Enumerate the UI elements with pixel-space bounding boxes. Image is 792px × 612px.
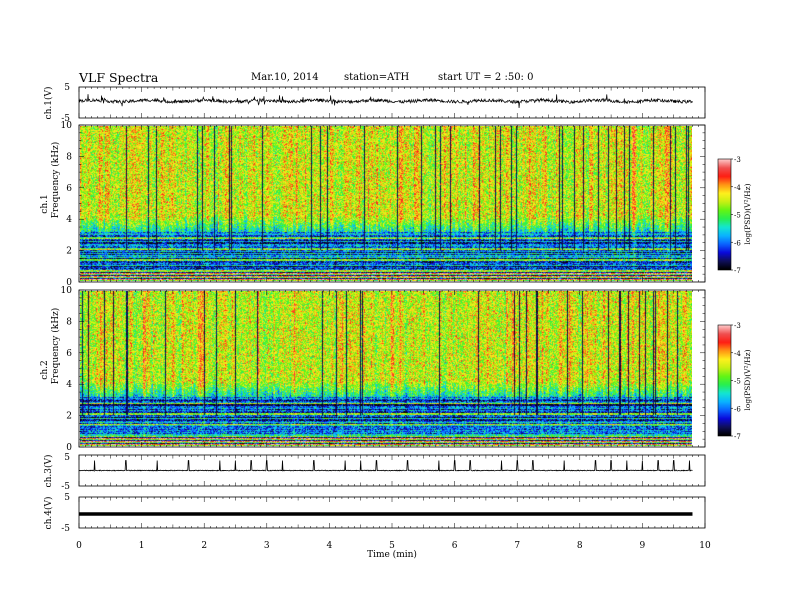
ch3-ytick-top: 5	[64, 453, 70, 463]
x-tick-0: 0	[76, 541, 82, 551]
ch1-waveform-ylabel: ch.1(V)	[43, 87, 54, 120]
x-axis-label: Time (min)	[367, 549, 417, 560]
ch2-freq-tick-10: 10	[61, 286, 73, 296]
ch2-freq-tick-8: 8	[66, 317, 72, 327]
plot-title: VLF Spectra	[79, 70, 159, 85]
colorbar-1-tick--6: -6	[734, 239, 741, 247]
ch1-spectrogram-image	[80, 126, 692, 281]
ch2-spectrogram-image	[80, 291, 692, 446]
x-tick-6: 6	[452, 541, 458, 551]
ch1-colorbar	[718, 159, 731, 270]
ch3-waveform-ylabel: ch.3(V)	[43, 455, 54, 488]
ch1-freq-tick-10: 10	[61, 121, 73, 131]
x-tick-2: 2	[201, 541, 207, 551]
station-label: station=ATH	[344, 72, 410, 83]
colorbar-1-tick--5: -5	[734, 212, 741, 220]
x-tick-3: 3	[264, 541, 270, 551]
colorbar-2-tick--3: -3	[734, 322, 741, 330]
ch2-colorbar	[718, 325, 731, 436]
x-tick-7: 7	[514, 541, 520, 551]
axis-ticks	[78, 87, 733, 528]
x-tick-8: 8	[577, 541, 583, 551]
ch2-colorbar-label: log(PSD)(V²/Hz)	[743, 349, 752, 410]
ch4-ytick-bottom: -5	[61, 524, 70, 534]
ch1-freq-tick-2: 2	[66, 247, 72, 257]
ch2-freq-tick-2: 2	[66, 412, 72, 422]
colorbar-1-tick--3: -3	[734, 156, 741, 164]
x-tick-4: 4	[327, 541, 333, 551]
colorbar-1-tick--4: -4	[734, 184, 741, 192]
ch1-frequency-label: Frequency (kHz)	[50, 142, 61, 219]
x-tick-9: 9	[640, 541, 646, 551]
x-tick-10: 10	[699, 541, 711, 551]
ch1-ytick-top: 5	[64, 83, 70, 93]
ch2-frequency-label: Frequency (kHz)	[50, 308, 61, 385]
ch3-ytick-bottom: -5	[61, 482, 70, 492]
date-label: Mar.10, 2014	[251, 72, 319, 83]
ch1-trace	[78, 94, 693, 109]
ch2-freq-tick-6: 6	[66, 349, 72, 359]
ch1-ytick-bottom: -5	[61, 114, 70, 124]
ch2-freq-tick-4: 4	[66, 380, 72, 390]
colorbar-2-tick--6: -6	[734, 405, 741, 413]
ch3-trace	[78, 460, 693, 473]
ch4-waveform-ylabel: ch.4(V)	[43, 497, 54, 530]
ch1-freq-tick-0: 0	[66, 278, 72, 288]
ch2-freq-tick-0: 0	[66, 443, 72, 453]
colorbar-2-tick--5: -5	[734, 378, 741, 386]
ch4-ytick-top: 5	[64, 493, 70, 503]
start-time-label: start UT = 2 :50: 0	[438, 72, 534, 83]
colorbar-1-tick--7: -7	[734, 267, 741, 275]
ch1-channel-label: ch.1	[40, 194, 50, 213]
ch1-freq-tick-4: 4	[66, 215, 72, 225]
x-tick-5: 5	[389, 541, 395, 551]
colorbar-2-tick--7: -7	[734, 433, 741, 441]
ch1-freq-tick-8: 8	[66, 152, 72, 162]
colorbar-2-tick--4: -4	[734, 350, 741, 358]
x-tick-1: 1	[139, 541, 145, 551]
ch1-colorbar-label: log(PSD)(V²/Hz)	[743, 183, 752, 244]
ch1-freq-tick-6: 6	[66, 184, 72, 194]
ch2-channel-label: ch.2	[40, 360, 50, 379]
